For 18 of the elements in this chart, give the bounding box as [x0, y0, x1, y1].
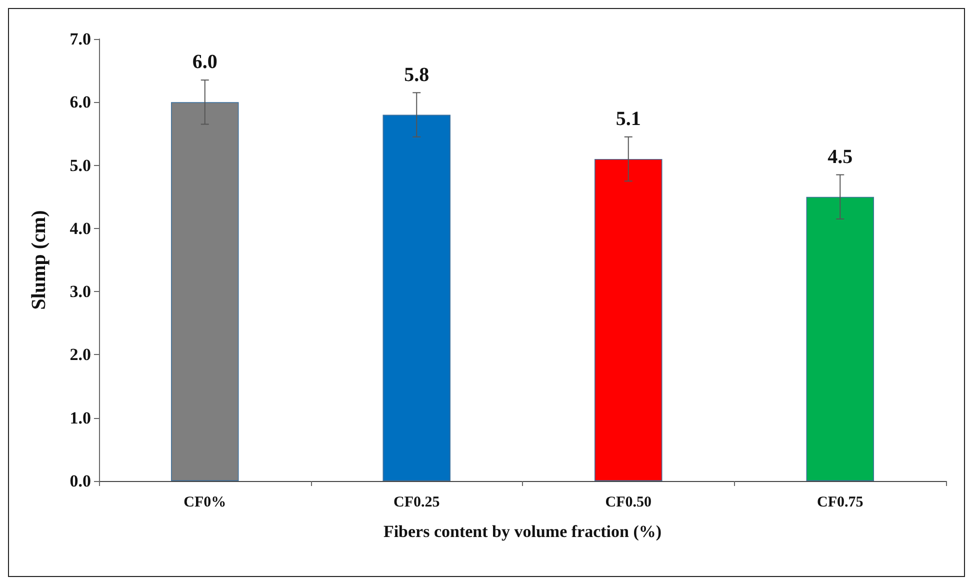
- y-tick-label: 3.0: [70, 282, 91, 302]
- data-label: 4.5: [828, 146, 853, 168]
- y-tick-label: 2.0: [70, 345, 91, 364]
- data-label: 5.8: [404, 64, 430, 86]
- x-tick-label: CF0.50: [605, 494, 652, 510]
- x-tick-label: CF0%: [184, 494, 226, 510]
- y-axis-title: Slump (cm): [28, 210, 50, 310]
- y-tick-label: 1.0: [70, 408, 91, 428]
- y-tick-label: 6.0: [70, 92, 91, 112]
- y-tick-label: 4.0: [70, 218, 91, 238]
- y-tick-label: 7.0: [70, 30, 91, 48]
- x-tick-label: CF0.75: [817, 494, 864, 510]
- x-tick-label: CF0.25: [394, 494, 440, 510]
- y-tick-label: 0.0: [70, 472, 91, 490]
- y-tick-label: 5.0: [70, 156, 91, 175]
- x-axis-title: Fibers content by volume fraction (%): [383, 522, 662, 541]
- data-label: 5.1: [616, 108, 641, 130]
- data-label: 6.0: [192, 51, 218, 74]
